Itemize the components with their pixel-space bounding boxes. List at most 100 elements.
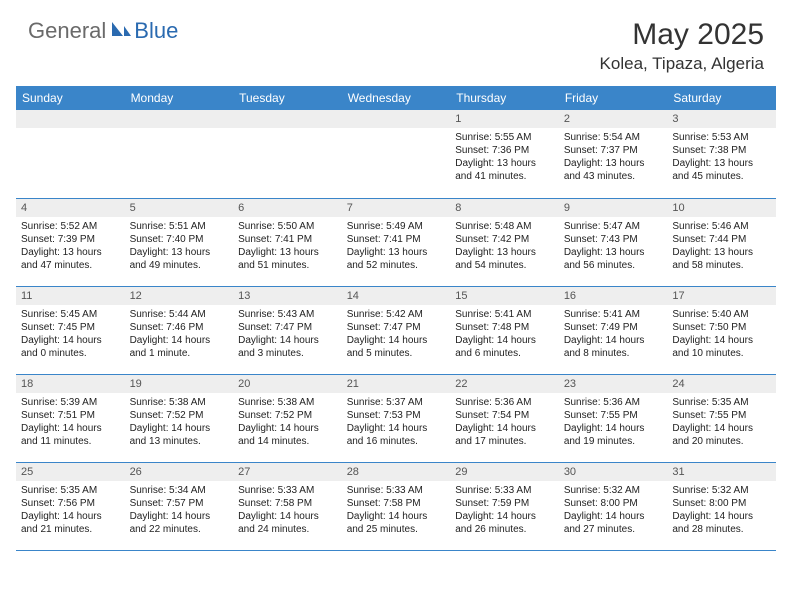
calendar-cell: 18Sunrise: 5:39 AMSunset: 7:51 PMDayligh… [16, 374, 125, 462]
day-number: 13 [233, 287, 342, 305]
day-details: Sunrise: 5:33 AMSunset: 7:58 PMDaylight:… [342, 481, 451, 540]
day-details: Sunrise: 5:35 AMSunset: 7:56 PMDaylight:… [16, 481, 125, 540]
day-number: 20 [233, 375, 342, 393]
calendar-row: 25Sunrise: 5:35 AMSunset: 7:56 PMDayligh… [16, 462, 776, 550]
calendar-cell: 6Sunrise: 5:50 AMSunset: 7:41 PMDaylight… [233, 198, 342, 286]
calendar-table: SundayMondayTuesdayWednesdayThursdayFrid… [16, 86, 776, 551]
calendar-cell [342, 110, 451, 198]
calendar-row: 1Sunrise: 5:55 AMSunset: 7:36 PMDaylight… [16, 110, 776, 198]
day-number: 27 [233, 463, 342, 481]
calendar-row: 11Sunrise: 5:45 AMSunset: 7:45 PMDayligh… [16, 286, 776, 374]
day-details: Sunrise: 5:38 AMSunset: 7:52 PMDaylight:… [233, 393, 342, 452]
calendar-cell: 9Sunrise: 5:47 AMSunset: 7:43 PMDaylight… [559, 198, 668, 286]
day-number: 24 [667, 375, 776, 393]
calendar-row: 18Sunrise: 5:39 AMSunset: 7:51 PMDayligh… [16, 374, 776, 462]
day-details: Sunrise: 5:32 AMSunset: 8:00 PMDaylight:… [559, 481, 668, 540]
calendar-cell: 30Sunrise: 5:32 AMSunset: 8:00 PMDayligh… [559, 462, 668, 550]
day-number: 18 [16, 375, 125, 393]
weekday-header: Sunday [16, 86, 125, 110]
day-details: Sunrise: 5:39 AMSunset: 7:51 PMDaylight:… [16, 393, 125, 452]
day-number: 22 [450, 375, 559, 393]
day-details: Sunrise: 5:52 AMSunset: 7:39 PMDaylight:… [16, 217, 125, 276]
day-number: 23 [559, 375, 668, 393]
day-details: Sunrise: 5:41 AMSunset: 7:49 PMDaylight:… [559, 305, 668, 364]
day-number: 30 [559, 463, 668, 481]
day-number: 8 [450, 199, 559, 217]
page-title: May 2025 [600, 18, 764, 52]
day-number: 17 [667, 287, 776, 305]
calendar-cell: 25Sunrise: 5:35 AMSunset: 7:56 PMDayligh… [16, 462, 125, 550]
daynum-bar-empty [125, 110, 234, 128]
weekday-header: Tuesday [233, 86, 342, 110]
day-details: Sunrise: 5:45 AMSunset: 7:45 PMDaylight:… [16, 305, 125, 364]
weekday-header: Thursday [450, 86, 559, 110]
day-number: 28 [342, 463, 451, 481]
calendar-cell: 8Sunrise: 5:48 AMSunset: 7:42 PMDaylight… [450, 198, 559, 286]
day-details: Sunrise: 5:54 AMSunset: 7:37 PMDaylight:… [559, 128, 668, 187]
day-details: Sunrise: 5:37 AMSunset: 7:53 PMDaylight:… [342, 393, 451, 452]
calendar-cell: 16Sunrise: 5:41 AMSunset: 7:49 PMDayligh… [559, 286, 668, 374]
day-number: 21 [342, 375, 451, 393]
day-number: 1 [450, 110, 559, 128]
day-number: 6 [233, 199, 342, 217]
calendar-cell: 5Sunrise: 5:51 AMSunset: 7:40 PMDaylight… [125, 198, 234, 286]
day-details: Sunrise: 5:33 AMSunset: 7:59 PMDaylight:… [450, 481, 559, 540]
day-number: 10 [667, 199, 776, 217]
day-details: Sunrise: 5:49 AMSunset: 7:41 PMDaylight:… [342, 217, 451, 276]
calendar-cell: 3Sunrise: 5:53 AMSunset: 7:38 PMDaylight… [667, 110, 776, 198]
day-details: Sunrise: 5:47 AMSunset: 7:43 PMDaylight:… [559, 217, 668, 276]
calendar-cell [233, 110, 342, 198]
day-number: 11 [16, 287, 125, 305]
calendar-cell: 17Sunrise: 5:40 AMSunset: 7:50 PMDayligh… [667, 286, 776, 374]
day-details: Sunrise: 5:32 AMSunset: 8:00 PMDaylight:… [667, 481, 776, 540]
calendar-cell: 31Sunrise: 5:32 AMSunset: 8:00 PMDayligh… [667, 462, 776, 550]
calendar-cell: 27Sunrise: 5:33 AMSunset: 7:58 PMDayligh… [233, 462, 342, 550]
calendar-cell: 10Sunrise: 5:46 AMSunset: 7:44 PMDayligh… [667, 198, 776, 286]
logo: General Blue [28, 18, 178, 44]
day-details: Sunrise: 5:48 AMSunset: 7:42 PMDaylight:… [450, 217, 559, 276]
day-details: Sunrise: 5:38 AMSunset: 7:52 PMDaylight:… [125, 393, 234, 452]
calendar-cell: 19Sunrise: 5:38 AMSunset: 7:52 PMDayligh… [125, 374, 234, 462]
day-details: Sunrise: 5:42 AMSunset: 7:47 PMDaylight:… [342, 305, 451, 364]
day-number: 29 [450, 463, 559, 481]
day-number: 14 [342, 287, 451, 305]
logo-text-blue: Blue [134, 18, 178, 44]
day-number: 5 [125, 199, 234, 217]
daynum-bar-empty [16, 110, 125, 128]
weekday-header-row: SundayMondayTuesdayWednesdayThursdayFrid… [16, 86, 776, 110]
calendar-cell: 29Sunrise: 5:33 AMSunset: 7:59 PMDayligh… [450, 462, 559, 550]
day-details: Sunrise: 5:36 AMSunset: 7:54 PMDaylight:… [450, 393, 559, 452]
calendar-cell: 23Sunrise: 5:36 AMSunset: 7:55 PMDayligh… [559, 374, 668, 462]
day-number: 26 [125, 463, 234, 481]
day-details: Sunrise: 5:41 AMSunset: 7:48 PMDaylight:… [450, 305, 559, 364]
weekday-header: Saturday [667, 86, 776, 110]
day-details: Sunrise: 5:33 AMSunset: 7:58 PMDaylight:… [233, 481, 342, 540]
calendar-cell: 2Sunrise: 5:54 AMSunset: 7:37 PMDaylight… [559, 110, 668, 198]
day-details: Sunrise: 5:40 AMSunset: 7:50 PMDaylight:… [667, 305, 776, 364]
day-details: Sunrise: 5:50 AMSunset: 7:41 PMDaylight:… [233, 217, 342, 276]
logo-text-general: General [28, 18, 106, 44]
calendar-cell: 20Sunrise: 5:38 AMSunset: 7:52 PMDayligh… [233, 374, 342, 462]
calendar-cell: 1Sunrise: 5:55 AMSunset: 7:36 PMDaylight… [450, 110, 559, 198]
day-details: Sunrise: 5:43 AMSunset: 7:47 PMDaylight:… [233, 305, 342, 364]
weekday-header: Monday [125, 86, 234, 110]
calendar-cell: 11Sunrise: 5:45 AMSunset: 7:45 PMDayligh… [16, 286, 125, 374]
weekday-header: Wednesday [342, 86, 451, 110]
daynum-bar-empty [342, 110, 451, 128]
calendar-cell: 22Sunrise: 5:36 AMSunset: 7:54 PMDayligh… [450, 374, 559, 462]
weekday-header: Friday [559, 86, 668, 110]
logo-sail-icon [110, 19, 132, 44]
day-number: 7 [342, 199, 451, 217]
day-number: 12 [125, 287, 234, 305]
calendar-cell: 12Sunrise: 5:44 AMSunset: 7:46 PMDayligh… [125, 286, 234, 374]
day-number: 19 [125, 375, 234, 393]
day-number: 31 [667, 463, 776, 481]
day-number: 3 [667, 110, 776, 128]
title-block: May 2025 Kolea, Tipaza, Algeria [600, 18, 764, 74]
calendar-cell: 21Sunrise: 5:37 AMSunset: 7:53 PMDayligh… [342, 374, 451, 462]
calendar-cell: 13Sunrise: 5:43 AMSunset: 7:47 PMDayligh… [233, 286, 342, 374]
calendar-cell: 7Sunrise: 5:49 AMSunset: 7:41 PMDaylight… [342, 198, 451, 286]
day-details: Sunrise: 5:44 AMSunset: 7:46 PMDaylight:… [125, 305, 234, 364]
location-text: Kolea, Tipaza, Algeria [600, 54, 764, 74]
day-details: Sunrise: 5:34 AMSunset: 7:57 PMDaylight:… [125, 481, 234, 540]
